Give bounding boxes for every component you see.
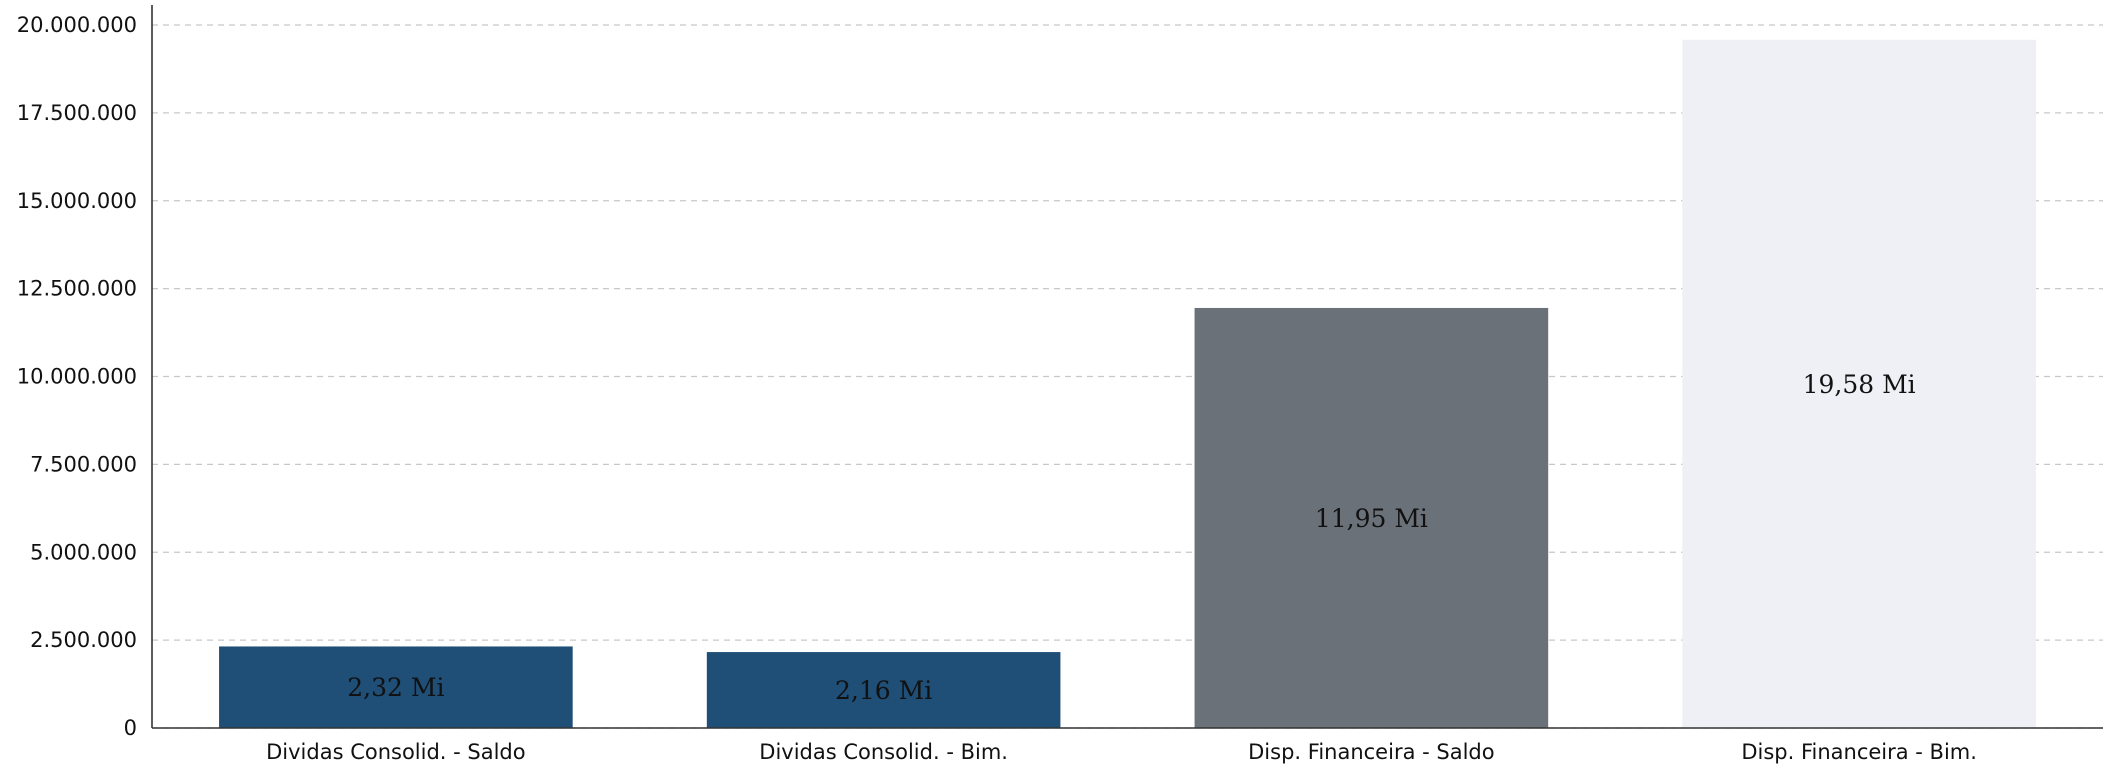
y-tick-label: 10.000.000 — [17, 365, 137, 389]
x-tick-label: Dividas Consolid. - Bim. — [759, 740, 1008, 764]
y-tick-label: 15.000.000 — [17, 189, 137, 213]
bar — [706, 652, 1061, 728]
y-tick-label: 7.500.000 — [30, 452, 137, 476]
data-label: 11,95 Mi — [1315, 504, 1428, 533]
y-tick-label: 20.000.000 — [17, 13, 137, 37]
y-tick-label: 0 — [124, 716, 137, 740]
bar — [219, 646, 573, 728]
y-tick-label: 17.500.000 — [17, 101, 137, 125]
label-layer: 0 2.500.000 5.000.000 7.500.000 10.000.000 12… — [17, 13, 1977, 764]
y-tick-label: 12.500.000 — [17, 277, 137, 301]
y-tick-label: 5.000.000 — [30, 540, 137, 564]
axis-layer — [151, 5, 2103, 729]
bar-layer — [219, 39, 2036, 728]
x-tick-label: Disp. Financeira - Saldo — [1248, 740, 1494, 764]
bar — [1194, 307, 1549, 728]
data-label: 19,58 Mi — [1803, 370, 1916, 399]
x-tick-label: Dividas Consolid. - Saldo — [266, 740, 526, 764]
bar — [1682, 39, 2036, 728]
y-tick-label: 2.500.000 — [30, 628, 137, 652]
data-label: 2,16 Mi — [835, 676, 932, 705]
data-label: 2,32 Mi — [347, 673, 444, 702]
x-tick-label: Disp. Financeira - Bim. — [1741, 740, 1977, 764]
